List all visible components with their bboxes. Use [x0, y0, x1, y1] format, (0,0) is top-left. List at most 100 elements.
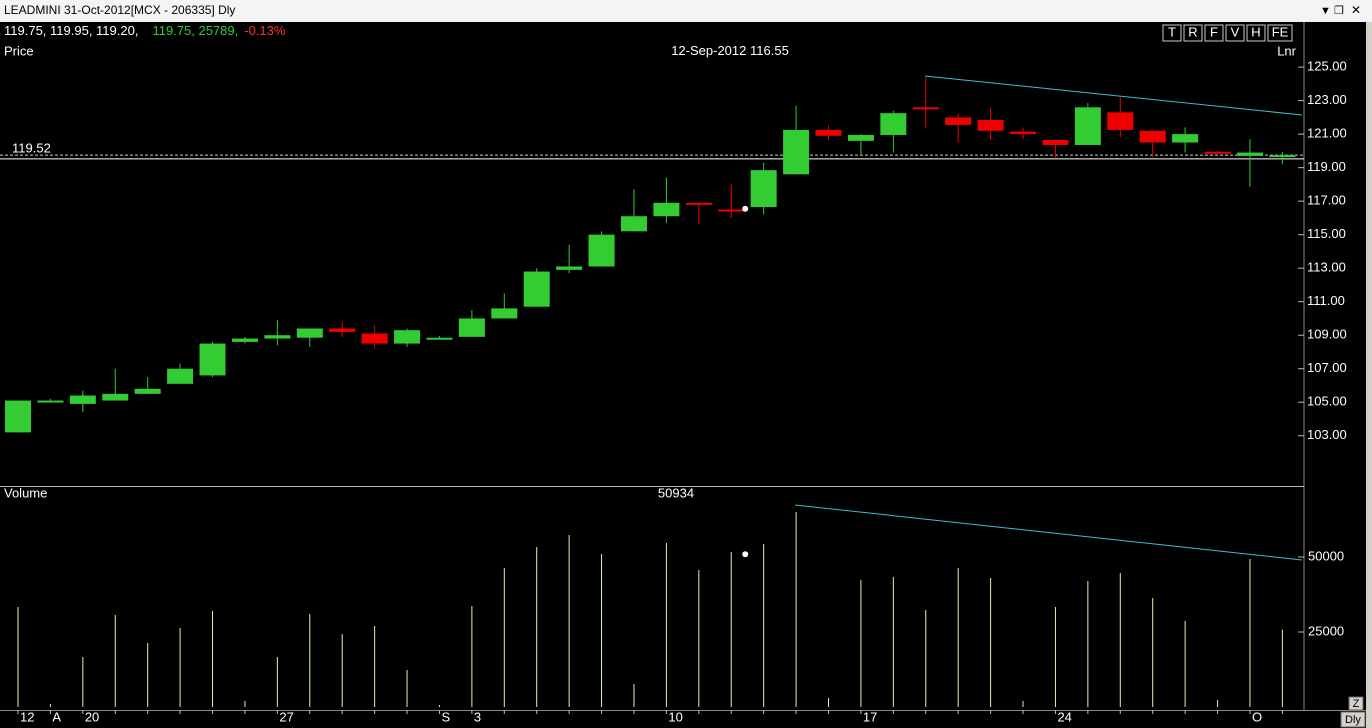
y-tick-label: 119.00: [1307, 159, 1346, 174]
y-tick-label: 125.00: [1307, 59, 1347, 74]
candle-body: [1042, 139, 1069, 146]
candle-body: [523, 271, 550, 307]
y-tick-label: 123.00: [1307, 92, 1347, 107]
x-tick-label: 12: [20, 709, 34, 724]
candle-body: [102, 393, 129, 401]
candle-body: [5, 400, 31, 433]
y-tick-label: 109.00: [1307, 327, 1347, 342]
chart-area: [0, 22, 1366, 728]
quote-line: 119.75, 119.95, 119.20, 119.75, 25789, -0.…: [4, 23, 286, 38]
candle-body: [394, 330, 421, 344]
candle-body: [653, 202, 680, 217]
y-tick-label: 113.00: [1307, 260, 1346, 275]
candle-body: [912, 107, 939, 110]
candle-body: [491, 308, 518, 319]
candle-body: [556, 266, 583, 270]
x-tick-label: 10: [668, 709, 682, 724]
candle-body: [815, 129, 842, 136]
y-tick-label: 115.00: [1307, 226, 1346, 241]
candle-body: [231, 338, 258, 342]
candle-body: [167, 368, 194, 384]
y-tick-label: 121.00: [1307, 126, 1347, 141]
x-tick-label: 20: [85, 709, 99, 724]
period-label[interactable]: Dly: [1345, 714, 1361, 726]
x-tick-label: O: [1252, 709, 1262, 724]
y-tick-label: 107.00: [1307, 360, 1347, 375]
candle-body: [1107, 112, 1134, 130]
toolbar-button[interactable]: [1204, 24, 1224, 42]
restore-button[interactable]: ❐: [1334, 5, 1344, 17]
toolbar-button-label[interactable]: H: [1251, 24, 1260, 39]
zoom-box[interactable]: [1348, 696, 1364, 711]
candle-body: [199, 343, 226, 376]
candle-body: [880, 113, 907, 135]
candle-body: [1236, 152, 1263, 156]
candle-body: [1074, 107, 1101, 146]
candle-body: [945, 117, 972, 125]
crosshair-dot: [742, 551, 749, 558]
candle-body: [620, 216, 647, 232]
y2-tick-label: 25000: [1308, 623, 1344, 638]
toolbar-button-label[interactable]: R: [1188, 24, 1197, 39]
candle-body: [1269, 155, 1296, 158]
volume-trendline: [794, 504, 1303, 561]
y2-tick-label: 50000: [1308, 548, 1344, 563]
candle-body: [37, 400, 64, 403]
x-tick-label: 27: [279, 709, 293, 724]
y-tick-label: 105.00: [1307, 394, 1347, 409]
candle-body: [329, 328, 356, 332]
zoom-label[interactable]: Z: [1353, 698, 1360, 710]
candle-body: [977, 119, 1004, 131]
price-panel-title: Price: [4, 43, 34, 58]
x-tick-label: 3: [474, 709, 481, 724]
toolbar-button-label[interactable]: FE: [1272, 24, 1289, 39]
candle-body: [1010, 131, 1037, 135]
candle-body: [685, 202, 712, 205]
crosshair-dot: [742, 205, 749, 212]
crosshair-date: 12-Sep-2012: [671, 43, 746, 58]
price-trendline: [924, 75, 1303, 116]
candle-body: [134, 388, 161, 394]
candle-body: [718, 209, 745, 212]
toolbar-button[interactable]: [1183, 24, 1203, 42]
candle-body: [1139, 130, 1166, 143]
level-line-label: 119.52: [12, 140, 51, 155]
toolbar-button-label[interactable]: F: [1210, 24, 1218, 39]
toolbar-button-label[interactable]: V: [1231, 24, 1240, 39]
candle-body: [296, 328, 323, 338]
window-title: LEADMINI 31-Oct-2012[MCX - 206335] Dly: [4, 3, 235, 17]
candle-body: [588, 234, 615, 267]
toolbar-button[interactable]: [1162, 24, 1182, 42]
title-bar: [0, 0, 1372, 22]
quote-change: -0.13%: [244, 23, 286, 38]
candle-body: [361, 333, 388, 344]
close-button[interactable]: ✕: [1351, 3, 1361, 17]
crosshair-readout: 12-Sep-2012 116.55: [671, 43, 789, 58]
x-tick-label: 17: [863, 709, 877, 724]
y-tick-label: 103.00: [1307, 427, 1347, 442]
x-tick-label: A: [52, 709, 61, 724]
candle-body: [458, 318, 485, 337]
x-tick-label: 24: [1057, 709, 1071, 724]
candle-body: [1172, 134, 1199, 143]
x-tick-label: S: [441, 709, 450, 724]
candle-body: [264, 335, 291, 339]
period-box[interactable]: [1340, 711, 1366, 728]
y-tick-label: 111.00: [1307, 293, 1345, 308]
candle-body: [750, 170, 777, 208]
crosshair-price: 116.55: [750, 43, 789, 58]
toolbar-button-label[interactable]: T: [1168, 24, 1176, 39]
menu-button[interactable]: ▼: [1320, 5, 1331, 17]
toolbar-button[interactable]: [1267, 24, 1293, 42]
volume-panel-title: Volume: [4, 485, 47, 500]
candle-body: [426, 337, 453, 340]
candle-body: [783, 129, 810, 175]
toolbar-button[interactable]: [1246, 24, 1266, 42]
candle-body: [847, 134, 874, 141]
y-tick-label: 117.00: [1307, 193, 1346, 208]
toolbar-button[interactable]: [1225, 24, 1245, 42]
candle-body: [69, 395, 96, 404]
quote-close-volume: 119.75, 25789,: [152, 23, 238, 38]
